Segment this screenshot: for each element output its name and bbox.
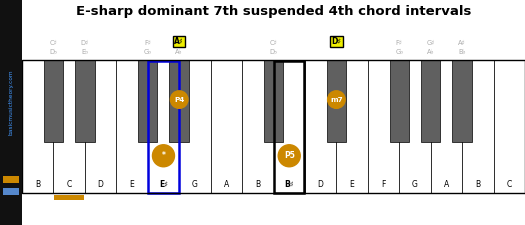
Text: G♯: G♯ xyxy=(175,40,183,46)
Text: E♯: E♯ xyxy=(159,180,168,189)
Text: B: B xyxy=(255,180,260,189)
Bar xyxy=(242,60,274,193)
Bar xyxy=(85,60,117,193)
Bar xyxy=(274,61,304,193)
Bar xyxy=(462,60,493,193)
Text: G♯: G♯ xyxy=(426,40,435,46)
Bar xyxy=(211,60,242,193)
Text: D: D xyxy=(98,180,103,189)
Text: C: C xyxy=(67,180,72,189)
Text: E: E xyxy=(130,180,134,189)
Bar xyxy=(138,60,158,142)
Text: E: E xyxy=(350,180,354,189)
Bar xyxy=(337,60,368,193)
Text: F: F xyxy=(381,180,386,189)
Bar xyxy=(327,60,346,142)
Bar xyxy=(3,188,19,195)
Text: B: B xyxy=(35,180,40,189)
Bar xyxy=(55,195,84,200)
Bar xyxy=(430,60,462,193)
Bar xyxy=(421,60,440,142)
Bar xyxy=(54,60,85,193)
Text: A: A xyxy=(444,180,449,189)
Text: *: * xyxy=(162,151,165,160)
Circle shape xyxy=(328,91,345,108)
Text: F♯: F♯ xyxy=(396,40,403,46)
Bar xyxy=(117,60,148,193)
Text: P4: P4 xyxy=(174,97,184,103)
Bar xyxy=(148,61,178,193)
Text: A♭: A♭ xyxy=(175,49,183,55)
Text: A♭: A♭ xyxy=(427,49,435,55)
Bar xyxy=(170,60,189,142)
Text: C: C xyxy=(507,180,512,189)
Bar xyxy=(264,60,284,142)
Text: G: G xyxy=(192,180,198,189)
Text: D♯: D♯ xyxy=(332,40,341,46)
Bar xyxy=(22,60,525,193)
Text: C♯: C♯ xyxy=(269,40,277,46)
Text: A♯: A♯ xyxy=(458,40,466,46)
Bar xyxy=(305,60,337,193)
Bar xyxy=(368,60,399,193)
Text: B♯: B♯ xyxy=(285,180,294,189)
Text: F♯: F♯ xyxy=(144,40,151,46)
Bar xyxy=(494,60,525,193)
Text: A♯: A♯ xyxy=(174,37,184,46)
Text: G: G xyxy=(412,180,418,189)
Bar xyxy=(390,60,409,142)
Text: A: A xyxy=(224,180,229,189)
Circle shape xyxy=(152,145,174,167)
Bar xyxy=(0,0,22,225)
Bar xyxy=(75,60,94,142)
Text: D♯: D♯ xyxy=(331,37,341,46)
Text: P5: P5 xyxy=(284,151,295,160)
Text: B♭: B♭ xyxy=(458,49,466,55)
Text: C♯: C♯ xyxy=(49,40,57,46)
Bar xyxy=(274,60,305,193)
Text: D♭: D♭ xyxy=(49,49,58,55)
Text: m7: m7 xyxy=(330,97,343,103)
Bar xyxy=(179,60,211,193)
Bar xyxy=(44,60,63,142)
Text: basicmusictheory.com: basicmusictheory.com xyxy=(8,70,14,135)
Text: D: D xyxy=(318,180,323,189)
Bar xyxy=(399,60,430,193)
Circle shape xyxy=(278,145,300,167)
Bar xyxy=(148,60,179,193)
Text: E-sharp dominant 7th suspended 4th chord intervals: E-sharp dominant 7th suspended 4th chord… xyxy=(76,5,471,18)
Text: D♯: D♯ xyxy=(81,40,89,46)
Text: B: B xyxy=(475,180,480,189)
Circle shape xyxy=(171,91,188,108)
Text: D♭: D♭ xyxy=(269,49,278,55)
Text: G♭: G♭ xyxy=(395,49,403,55)
Bar xyxy=(453,60,472,142)
Text: G♭: G♭ xyxy=(144,49,152,55)
Text: E♭: E♭ xyxy=(81,49,89,55)
Bar xyxy=(3,176,19,183)
Bar xyxy=(22,60,54,193)
